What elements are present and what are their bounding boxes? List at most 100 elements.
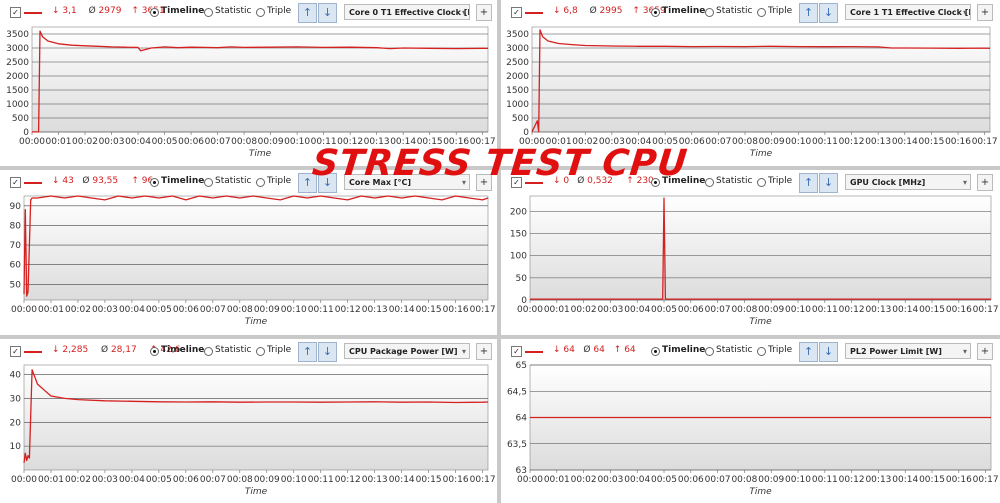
radio-statistic[interactable] [204,8,213,17]
stat-max-symbol: ↑ [131,6,142,16]
move-down-button[interactable]: ↓ [819,3,838,23]
stat-min-symbol: ↓ [52,6,63,16]
radio-statistic-label: Statistic [215,176,252,186]
stat-avg-value: 93,55 [92,176,119,186]
radio-timeline[interactable] [150,8,159,17]
move-down-button[interactable]: ↓ [318,3,337,23]
x-tick-label: 00:02 [571,475,597,485]
radio-triple[interactable] [256,347,265,356]
x-tick-label: 00:11 [812,305,838,315]
stat-max-symbol: ↑ [613,345,625,355]
radio-triple[interactable] [256,8,265,17]
series-line [23,195,489,297]
sensor-dropdown[interactable]: Core 0 T1 Effective Clock [MHz]▾ [344,4,470,20]
chart-svg: 50 60 70 80 90 00:00 00:01 00:02 00:03 00:04 00:05… [10,195,496,327]
radio-triple-label: Triple [768,176,793,186]
x-tick-label: 00:11 [308,475,334,485]
stat-avg-symbol: Ø [88,6,99,16]
stat-avg-value: 64 [593,345,605,355]
move-up-button[interactable]: ↑ [298,173,317,193]
move-up-button[interactable]: ↑ [298,3,317,23]
radio-triple[interactable] [757,8,766,17]
add-chart-button[interactable]: + [977,4,993,21]
y-tick-label: 2000 [6,72,29,82]
x-tick-label: 00:09 [254,475,280,485]
x-tick-label: 00:13 [364,137,390,147]
sensor-dropdown[interactable]: PL2 Power Limit [W] ▾ [845,343,971,359]
radio-statistic[interactable] [204,347,213,356]
x-tick-label: 00:08 [231,137,257,147]
add-chart-button[interactable]: + [476,343,492,360]
series-visible-checkbox[interactable]: ✓ [10,346,21,357]
x-tick-label: 00:11 [308,305,334,315]
x-tick-label: 00:10 [785,305,811,315]
radio-timeline[interactable] [651,178,660,187]
x-tick-label: 00:03 [92,305,118,315]
move-up-button[interactable]: ↑ [298,342,317,362]
series-visible-checkbox[interactable]: ✓ [511,346,522,357]
stat-max-symbol: ↑ [632,6,643,16]
x-tick-label: 00:10 [281,305,307,315]
move-down-button[interactable]: ↓ [819,342,838,362]
x-tick-label: 00:00 [11,475,37,485]
add-chart-button[interactable]: + [476,4,492,21]
x-tick-label: 00:05 [651,305,677,315]
move-down-button[interactable]: ↓ [318,173,337,193]
radio-triple[interactable] [757,347,766,356]
x-tick-label: 00:00 [19,137,45,147]
add-chart-button[interactable]: + [977,174,993,191]
radio-timeline[interactable] [150,347,159,356]
x-tick-label: 00:17 [470,305,496,315]
radio-timeline[interactable] [651,347,660,356]
radio-triple[interactable] [757,178,766,187]
panel-toolbar: ✓↓ 3,1Ø 2979↑ 3651TimelineStatisticTripl… [0,0,497,26]
chart-panel: ✓↓ 6,8Ø 2995↑ 3659TimelineStatisticTripl… [501,0,1000,166]
add-chart-button[interactable]: + [476,174,492,191]
series-visible-checkbox[interactable]: ✓ [10,177,21,188]
stat-max: ↑ 96 [131,176,153,186]
sensor-dropdown[interactable]: Core Max [°C] ▾ [344,174,470,190]
sensor-dropdown[interactable]: GPU Clock [MHz] ▾ [845,174,971,190]
sensor-dropdown[interactable]: CPU Package Power [W] ▾ [344,343,470,359]
radio-timeline[interactable] [651,8,660,17]
radio-statistic[interactable] [204,178,213,187]
series-visible-checkbox[interactable]: ✓ [10,7,21,18]
series-visible-checkbox[interactable]: ✓ [511,7,522,18]
x-tick-label: 00:12 [839,475,865,485]
x-tick-label: 00:16 [946,305,972,315]
move-up-button[interactable]: ↑ [799,342,818,362]
chart-panel: ✓↓ 3,1Ø 2979↑ 3651TimelineStatisticTripl… [0,0,497,166]
move-up-button[interactable]: ↑ [799,173,818,193]
x-tick-label: 00:14 [389,475,415,485]
radio-triple[interactable] [256,178,265,187]
move-down-button[interactable]: ↓ [819,173,838,193]
series-legend-line [525,351,543,353]
panel-toolbar: ✓ ↓ 43 Ø 93,55 ↑ 96 Timeline Statistic Triple ↑… [0,170,497,196]
radio-timeline[interactable] [150,178,159,187]
chevron-down-icon: ▾ [461,8,466,17]
stat-max-value: 96 [141,176,154,186]
series-visible-checkbox[interactable]: ✓ [511,177,522,188]
radio-statistic[interactable] [705,8,714,17]
y-tick-label: 2500 [506,58,529,68]
y-tick-label: 80 [10,221,22,231]
stat-avg-symbol: Ø [82,176,93,186]
move-up-button[interactable]: ↑ [799,3,818,23]
radio-statistic[interactable] [705,178,714,187]
x-tick-label: 00:09 [759,137,785,147]
x-tick-label: 00:01 [544,305,570,315]
radio-statistic[interactable] [705,347,714,356]
stat-min: ↓ 0 [553,176,569,186]
stat-avg-symbol: Ø [589,6,600,16]
x-tick-label: 00:06 [679,137,705,147]
move-down-button[interactable]: ↓ [318,342,337,362]
x-tick-label: 00:07 [705,475,731,485]
add-chart-button[interactable]: + [977,343,993,360]
sensor-dropdown[interactable]: Core 1 T1 Effective Clock [MHz]▾ [845,4,971,20]
x-tick-label: 00:00 [519,137,545,147]
x-tick-label: 00:12 [335,305,361,315]
stat-avg-value: 28,17 [110,345,137,355]
x-tick-label: 00:01 [38,305,64,315]
